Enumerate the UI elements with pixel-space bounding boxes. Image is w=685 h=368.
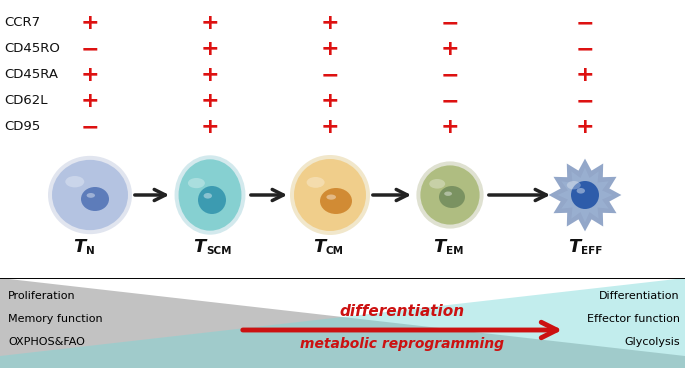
Text: +: + [321,117,339,137]
Text: +: + [81,13,99,33]
Text: metabolic reprogramming: metabolic reprogramming [301,337,504,351]
Ellipse shape [566,181,581,190]
Text: T: T [313,238,325,256]
Ellipse shape [326,195,336,200]
Ellipse shape [198,186,226,214]
Text: −: − [575,39,595,59]
Ellipse shape [294,159,366,231]
Text: +: + [575,117,595,137]
Text: +: + [321,13,339,33]
Text: CD45RO: CD45RO [4,42,60,56]
Ellipse shape [444,191,452,196]
Text: −: − [440,91,460,111]
Text: −: − [440,65,460,85]
Text: +: + [321,91,339,111]
Text: +: + [201,117,219,137]
Text: CD45RA: CD45RA [4,68,58,81]
Text: +: + [81,65,99,85]
Polygon shape [549,159,621,231]
Text: +: + [201,91,219,111]
Text: +: + [440,39,460,59]
Polygon shape [0,278,685,368]
Ellipse shape [203,193,212,199]
Text: T: T [73,238,85,256]
Polygon shape [558,168,612,222]
Ellipse shape [52,160,128,230]
Ellipse shape [577,188,585,194]
Text: EFF: EFF [581,246,602,256]
Text: +: + [321,39,339,59]
Text: +: + [201,65,219,85]
Ellipse shape [81,187,109,211]
Ellipse shape [48,156,132,234]
Text: N: N [86,246,95,256]
Text: −: − [321,65,339,85]
Ellipse shape [86,193,95,198]
Ellipse shape [439,186,465,208]
Text: T: T [433,238,445,256]
Ellipse shape [175,155,245,235]
Text: CCR7: CCR7 [4,17,40,29]
Ellipse shape [320,188,352,214]
Text: T: T [192,238,205,256]
Text: −: − [440,13,460,33]
Text: CD62L: CD62L [4,95,47,107]
Ellipse shape [179,159,241,231]
Text: −: − [81,117,99,137]
Text: EM: EM [446,246,464,256]
Text: Proliferation: Proliferation [8,291,75,301]
Ellipse shape [65,176,84,187]
Text: OXPHOS&FAO: OXPHOS&FAO [8,337,85,347]
Ellipse shape [307,177,325,188]
Text: −: − [575,13,595,33]
Text: +: + [575,65,595,85]
Ellipse shape [188,178,205,188]
Text: CD95: CD95 [4,120,40,134]
Ellipse shape [416,162,484,229]
Polygon shape [0,278,685,368]
Ellipse shape [290,155,370,235]
Text: SCM: SCM [206,246,232,256]
Text: +: + [201,39,219,59]
Ellipse shape [421,165,479,224]
Text: Memory function: Memory function [8,314,103,324]
Text: T: T [568,238,580,256]
Text: Glycolysis: Glycolysis [624,337,680,347]
Text: CM: CM [326,246,344,256]
Text: Differentiation: Differentiation [599,291,680,301]
Text: −: − [81,39,99,59]
Text: −: − [575,91,595,111]
Text: +: + [81,91,99,111]
Text: differentiation: differentiation [340,304,465,319]
Ellipse shape [429,179,445,189]
Text: +: + [440,117,460,137]
Text: Effector function: Effector function [587,314,680,324]
Ellipse shape [571,181,599,209]
Text: +: + [201,13,219,33]
